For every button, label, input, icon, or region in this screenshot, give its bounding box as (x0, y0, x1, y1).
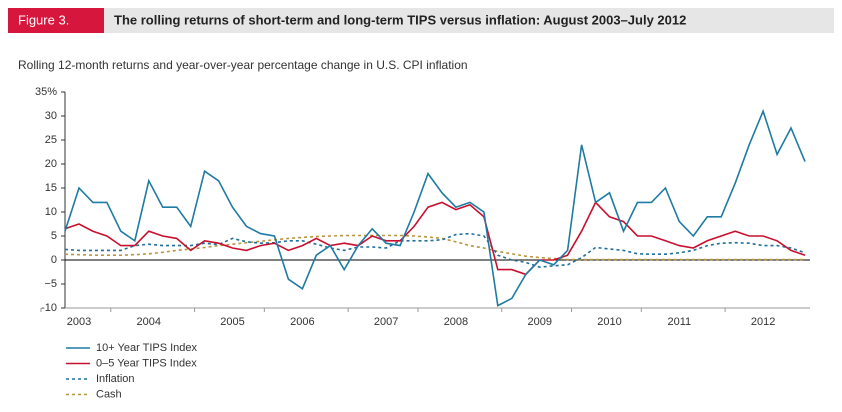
x-tick-label: 2010 (597, 316, 621, 328)
x-tick-label: 2009 (527, 316, 551, 328)
legend-label: 10+ Year TIPS Index (96, 342, 198, 354)
legend-label: Inflation (96, 373, 135, 385)
series-line (64, 201, 806, 276)
x-tick-label: 2006 (290, 316, 314, 328)
y-tick-label: 30 (45, 110, 57, 122)
series-line (64, 108, 806, 307)
series-line (64, 234, 805, 261)
y-tick-label: 0 (51, 254, 57, 266)
x-tick-label: 2003 (67, 316, 91, 328)
legend-label: 0–5 Year TIPS Index (96, 357, 197, 369)
header-bar (8, 8, 834, 33)
y-tick-label: 35% (35, 86, 57, 98)
y-tick-label: 5 (51, 230, 57, 242)
x-tick-label: 2011 (668, 316, 692, 328)
chart-subtitle: Rolling 12-month returns and year-over-y… (18, 58, 468, 72)
x-tick-label: 2007 (374, 316, 398, 328)
y-tick-label: 15 (45, 182, 57, 194)
y-tick-label: 25 (45, 134, 57, 146)
chart-title: The rolling returns of short-term and lo… (114, 12, 686, 27)
legend-label: Cash (96, 388, 122, 400)
x-tick-label: 2008 (444, 316, 468, 328)
figure-label: Figure 3. (18, 12, 69, 27)
y-tick-label: 20 (45, 158, 57, 170)
x-tick-label: 2005 (220, 316, 244, 328)
x-tick-label: 2012 (751, 316, 775, 328)
y-tick-label: −5 (44, 278, 57, 290)
y-tick-label: 10 (45, 206, 57, 218)
y-tick-label: -10 (41, 302, 57, 314)
figure-label-box (8, 8, 104, 33)
x-tick-label: 2004 (137, 316, 161, 328)
